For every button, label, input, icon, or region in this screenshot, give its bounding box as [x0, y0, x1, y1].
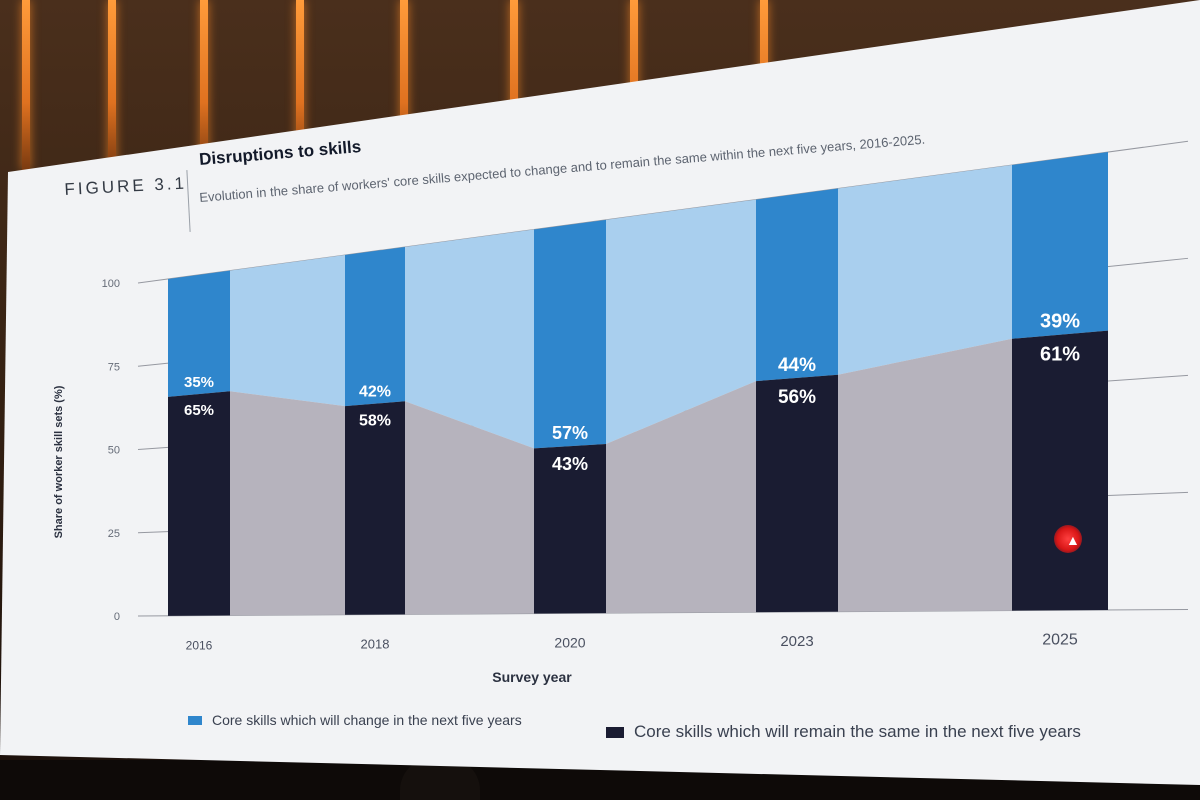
data-label-remain: 61%: [1040, 344, 1080, 366]
data-label-change: 35%: [184, 374, 214, 391]
bar-change: [1012, 152, 1108, 339]
bar-change: [168, 270, 230, 397]
legend-item-change: Core skills which will change in the nex…: [188, 712, 522, 728]
data-label-remain: 58%: [359, 413, 391, 430]
area-change: [230, 255, 345, 407]
data-label-change: 42%: [359, 384, 391, 401]
x-tick-label: 2020: [554, 634, 585, 650]
x-tick-label: 2023: [780, 633, 813, 650]
wall-light-strip: [296, 0, 304, 170]
legend-label-change: Core skills which will change in the nex…: [212, 712, 522, 728]
laser-pointer: [1054, 525, 1082, 553]
wall-light-strip: [510, 0, 518, 170]
data-label-remain: 43%: [552, 454, 588, 474]
bar-remain: [345, 401, 405, 615]
area-remain: [606, 381, 756, 614]
chart-svg: 35% 65% 2016 42% 58% 2018 57% 43% 2020 44% 56% 2023…: [53, 140, 1189, 685]
area-change: [606, 199, 756, 444]
y-axis-title: Share of worker skill sets (%): [53, 385, 65, 538]
data-label-change: 44%: [778, 355, 816, 376]
bar-change: [756, 188, 838, 382]
bar-remain: [168, 391, 230, 616]
bar-remain: [1012, 330, 1108, 611]
cursor-arrow-icon: ▲: [1066, 532, 1080, 548]
x-tick-label: 2018: [361, 637, 390, 652]
legend-swatch-change: [188, 715, 202, 725]
area-change: [838, 165, 1012, 375]
y-tick-label: 25: [108, 528, 120, 540]
bar-change: [345, 246, 405, 407]
area-remain: [838, 338, 1012, 612]
x-tick-label: 2016: [186, 639, 213, 653]
wall-light-strip: [108, 0, 116, 170]
wall-light-strip: [22, 0, 30, 170]
bar-remain: [534, 443, 606, 614]
area-remain: [230, 391, 345, 616]
wall-light-strip: [400, 0, 408, 170]
wall-light-strip: [200, 0, 208, 170]
data-label-change: 57%: [552, 423, 588, 443]
x-tick-label: 2025: [1042, 631, 1078, 648]
y-tick-label: 100: [102, 278, 120, 290]
y-tick-label: 50: [108, 445, 120, 457]
x-axis-title: Survey year: [492, 669, 572, 685]
chart: 35% 65% 2016 42% 58% 2018 57% 43% 2020 44% 56% 2023…: [40, 140, 1200, 760]
legend-swatch-remain: [606, 726, 624, 738]
data-label-remain: 56%: [778, 387, 816, 408]
area-remain: [405, 401, 534, 615]
data-label-change: 39%: [1040, 311, 1080, 333]
legend-label-remain: Core skills which will remain the same i…: [634, 722, 1081, 741]
data-label-remain: 65%: [184, 402, 214, 419]
y-tick-label: 75: [108, 361, 120, 373]
area-change: [405, 229, 534, 449]
y-tick-label: 0: [114, 611, 120, 623]
bar-change: [534, 219, 606, 449]
bar-remain: [756, 374, 838, 613]
legend-item-remain: Core skills which will remain the same i…: [606, 722, 1081, 742]
